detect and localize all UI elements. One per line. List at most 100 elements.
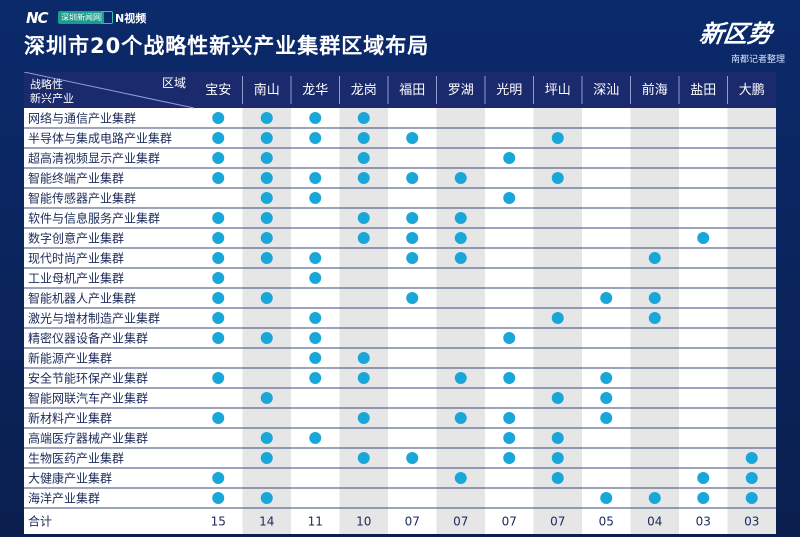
- news-site-badge: 深圳新闻网: [58, 11, 104, 24]
- row-label: 数字创意产业集群: [28, 231, 124, 246]
- total-label: 合计: [28, 514, 52, 529]
- presence-dot: [648, 252, 661, 264]
- presence-dot: [406, 252, 419, 264]
- presence-dot: [260, 432, 273, 444]
- presence-dot: [406, 132, 419, 144]
- presence-dot: [600, 392, 613, 404]
- presence-dot: [357, 372, 370, 384]
- presence-dot: [454, 232, 467, 244]
- total-value: 07: [453, 515, 468, 529]
- corner-diagonal: [24, 72, 195, 109]
- header-band: [24, 72, 776, 108]
- presence-dot: [406, 232, 419, 244]
- presence-dot: [406, 292, 419, 304]
- presence-dot: [503, 372, 516, 384]
- row-label: 智能机器人产业集群: [28, 291, 136, 306]
- total-value: 11: [308, 515, 323, 529]
- presence-dot: [260, 232, 273, 244]
- presence-dot: [600, 372, 613, 384]
- presence-dot: [309, 272, 322, 284]
- presence-dot: [648, 292, 661, 304]
- presence-dot: [745, 452, 758, 464]
- presence-dot: [454, 412, 467, 424]
- presence-dot: [648, 492, 661, 504]
- presence-dot: [309, 192, 322, 204]
- column-header: 坪山: [545, 83, 571, 98]
- column-shade: [727, 108, 776, 534]
- presence-dot: [454, 252, 467, 264]
- row-label: 半导体与集成电路产业集群: [28, 131, 172, 146]
- total-value: 03: [696, 515, 711, 529]
- video-logo: N视频: [101, 10, 146, 26]
- row-label: 超高清视频显示产业集群: [28, 151, 160, 166]
- header: NC 深圳新闻网 N视频 深圳市20个战略性新兴产业集群区域布局 新区势 南都记…: [0, 0, 800, 66]
- presence-dot: [357, 232, 370, 244]
- row-label: 精密仪器设备产业集群: [28, 331, 148, 346]
- presence-dot: [260, 332, 273, 344]
- presence-dot: [357, 132, 370, 144]
- column-shade: [339, 108, 388, 534]
- presence-dot: [406, 452, 419, 464]
- credit-text: 南都记者整理: [731, 55, 786, 65]
- column-header: 罗湖: [448, 83, 474, 98]
- presence-dot: [260, 152, 273, 164]
- presence-dot: [697, 472, 710, 484]
- total-value: 03: [744, 515, 759, 529]
- row-label: 智能传感器产业集群: [28, 191, 136, 206]
- total-value: 04: [647, 515, 662, 529]
- presence-dot: [260, 252, 273, 264]
- presence-dot: [357, 212, 370, 224]
- presence-dot: [357, 152, 370, 164]
- row-label: 智能终端产业集群: [28, 171, 124, 186]
- presence-dot: [212, 492, 225, 504]
- presence-dot: [503, 192, 516, 204]
- presence-dot: [600, 292, 613, 304]
- presence-dot: [212, 292, 225, 304]
- video-logo-text: N视频: [115, 12, 147, 25]
- table-panel: 宝安 南山 龙华 龙岗 福田 罗湖 光明 坪山 深汕 前海 盐田 大鹏 区域 战略性 新兴产业 网络与通信产业…: [24, 72, 776, 534]
- column-header: 龙岗: [351, 83, 377, 98]
- row-label: 智能网联汽车产业集群: [28, 391, 148, 406]
- presence-dot: [260, 192, 273, 204]
- presence-dot: [503, 332, 516, 344]
- column-header: 光明: [496, 83, 522, 98]
- presence-dot: [551, 172, 564, 184]
- presence-dot: [357, 112, 370, 124]
- presence-dot: [454, 372, 467, 384]
- column-header: 盐田: [690, 83, 716, 98]
- presence-dot: [309, 172, 322, 184]
- presence-dot: [551, 452, 564, 464]
- presence-dot: [503, 452, 516, 464]
- presence-dot: [454, 212, 467, 224]
- row-label: 海洋产业集群: [28, 491, 100, 506]
- row-label: 激光与增材制造产业集群: [28, 311, 160, 326]
- presence-dot: [260, 292, 273, 304]
- column-header: 福田: [399, 83, 425, 98]
- presence-dot: [551, 312, 564, 324]
- presence-dot: [600, 492, 613, 504]
- presence-dot: [406, 212, 419, 224]
- presence-dot: [212, 112, 225, 124]
- presence-dot: [503, 412, 516, 424]
- corner-industry-label-1: 战略性: [30, 77, 63, 91]
- presence-dot: [309, 112, 322, 124]
- presence-dot: [309, 312, 322, 324]
- page-title: 深圳市20个战略性新兴产业集群区域布局: [24, 34, 430, 58]
- presence-dot: [260, 212, 273, 224]
- presence-dot: [309, 332, 322, 344]
- row-label: 现代时尚产业集群: [28, 251, 124, 266]
- presence-dot: [212, 412, 225, 424]
- presence-dot: [357, 172, 370, 184]
- presence-dot: [745, 492, 758, 504]
- presence-dot: [212, 372, 225, 384]
- presence-dot: [212, 172, 225, 184]
- presence-dot: [212, 212, 225, 224]
- total-value: 07: [502, 515, 517, 529]
- presence-dot: [212, 132, 225, 144]
- presence-dot: [503, 152, 516, 164]
- brand-logo: 新区势: [697, 20, 774, 48]
- total-value: 07: [405, 515, 420, 529]
- column-header: 深汕: [593, 83, 619, 98]
- row-label: 新材料产业集群: [28, 411, 112, 426]
